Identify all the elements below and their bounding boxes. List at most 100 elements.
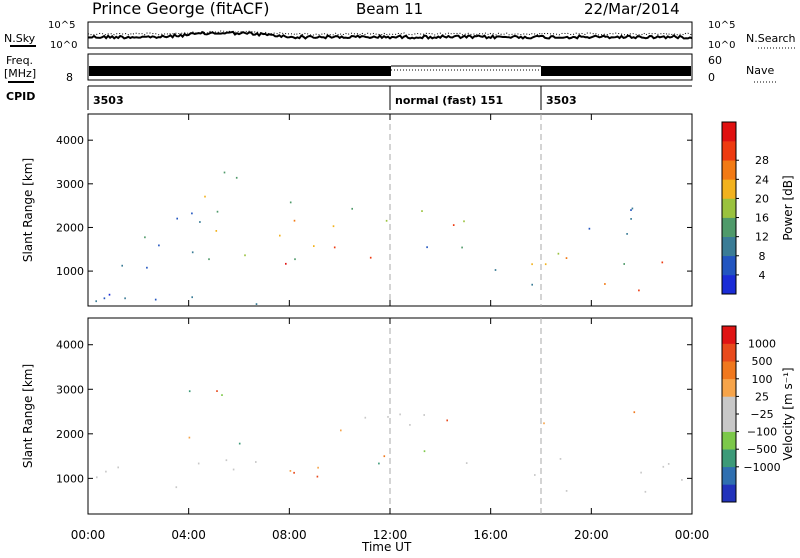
scatter-cell [667,463,670,465]
colorbar-tick-label: −500 [747,443,777,456]
scatter-cell [369,256,372,259]
noise-sky-label: N.Sky [4,32,36,45]
y-tick-label: 4000 [56,134,84,147]
cpid-segment-label: 3503 [93,94,124,107]
x-tick-label: 16:00 [473,528,508,542]
scatter-cell [631,207,634,210]
x-axis-label: Time UT [361,540,412,554]
colorbar-label: Velocity [m s⁻¹] [781,367,795,460]
noise-left-tick-low: 10^0 [50,40,77,51]
x-tick-label: 08:00 [272,528,307,542]
colorbar-frame [721,121,737,295]
station-title: Prince George (fitACF) [92,0,270,18]
scatter-cell [216,390,218,392]
colorbar-band [722,466,736,485]
x-tick-label: 00:00 [71,528,106,542]
colorbar-tick-label: −100 [747,426,777,439]
scatter-cell [221,394,223,396]
scatter-cell [117,466,119,469]
noise-panel-frame [87,21,693,49]
y-tick-label: 2000 [56,221,84,234]
scatter-cell [383,455,386,458]
scatter-cell [223,171,226,174]
scatter-cell [623,263,625,265]
colorbar-tick-label: −1000 [743,461,780,474]
y-tick-label: 3000 [56,383,84,396]
scatter-cell [446,419,448,422]
noise-search-trace [87,30,693,36]
scatter-cell [154,298,157,301]
freq-left-tick: 8 [66,71,73,84]
scatter-cell [244,254,246,257]
scatter-cell [158,244,160,247]
cpid-segment-label: 3503 [546,94,577,107]
scatter-cell [421,210,423,212]
colorbar-band [722,160,736,180]
scatter-cell [333,246,336,249]
nave-tick-high: 60 [708,54,722,67]
noise-search-label: N.Search [746,32,796,45]
scatter-cell [121,264,123,267]
scatter-cell [191,296,193,299]
colorbar-band [722,236,736,257]
scatter-cell [378,462,380,465]
colorbar-band [722,361,736,380]
nave-label: Nave [746,64,774,77]
colorbar-tick-label: 20 [755,192,769,205]
colorbar-band [722,179,736,199]
colorbar-tick-label: 16 [755,212,769,225]
noise-left-tick-high: 10^5 [48,20,75,31]
scatter-cell [399,413,401,416]
scatter-cell [216,210,219,213]
nave-tick-low: 0 [708,71,715,84]
power-panel: 1000 2000 3000 4000 Slant Range [km] 4 8 12 16 20… [21,113,795,307]
y-tick-label: 4000 [56,339,84,352]
colorbar-band [722,449,736,468]
scatter-cell [96,476,98,479]
scatter-cell [191,251,194,254]
colorbar-band [722,141,736,161]
x-tick-label: 20:00 [574,528,609,542]
scatter-cell [293,471,295,474]
velocity-panel: 1000 2000 3000 4000 Slant Range [km] 1000 500 1… [21,317,795,515]
colorbar-band [722,255,736,276]
scatter-cell [534,474,536,476]
colorbar-band [722,198,736,218]
x-tick-label: 04:00 [171,528,206,542]
scatter-cell [289,470,292,472]
scatter-cell [289,201,292,204]
scatter-cell [630,209,632,211]
scatter-cell [313,245,315,247]
scatter-cell [661,261,664,264]
noise-right-tick-high: 10^5 [708,20,735,31]
scatter-cell [146,266,148,269]
y-tick-label: 1000 [56,472,84,485]
scatter-cell [225,459,228,462]
freq-bar-segment-1 [89,66,391,76]
scatter-cell [494,269,497,271]
colorbar-label: Power [dB] [781,175,795,240]
scatter-cell [197,462,200,465]
cpid-label: CPID [6,90,35,103]
scatter-cell [531,283,533,286]
scatter-cell [95,300,97,303]
scatter-cell [644,490,647,493]
y-tick-label: 3000 [56,178,84,191]
scatter-cell [351,207,353,210]
scatter-cell [364,416,367,419]
colorbar-band [722,431,736,450]
y-axis-label: Slant Range [km] [21,158,35,262]
noise-sky-trace [87,30,693,40]
beam-label: Beam 11 [356,0,423,18]
scatter-cell [103,297,106,300]
scatter-cell [105,470,107,473]
scatter-cell [285,262,287,265]
scatter-cell [640,471,642,474]
colorbar-band [722,484,736,503]
scatter-cell [543,422,545,425]
colorbar-band [722,414,736,432]
time-axis: 00:00 04:00 08:00 12:00 16:00 20:00 00:00 [71,528,710,542]
cpid-segment-label: normal (fast) 151 [395,94,503,107]
colorbar-band [722,343,736,362]
y-tick-label: 2000 [56,428,84,441]
